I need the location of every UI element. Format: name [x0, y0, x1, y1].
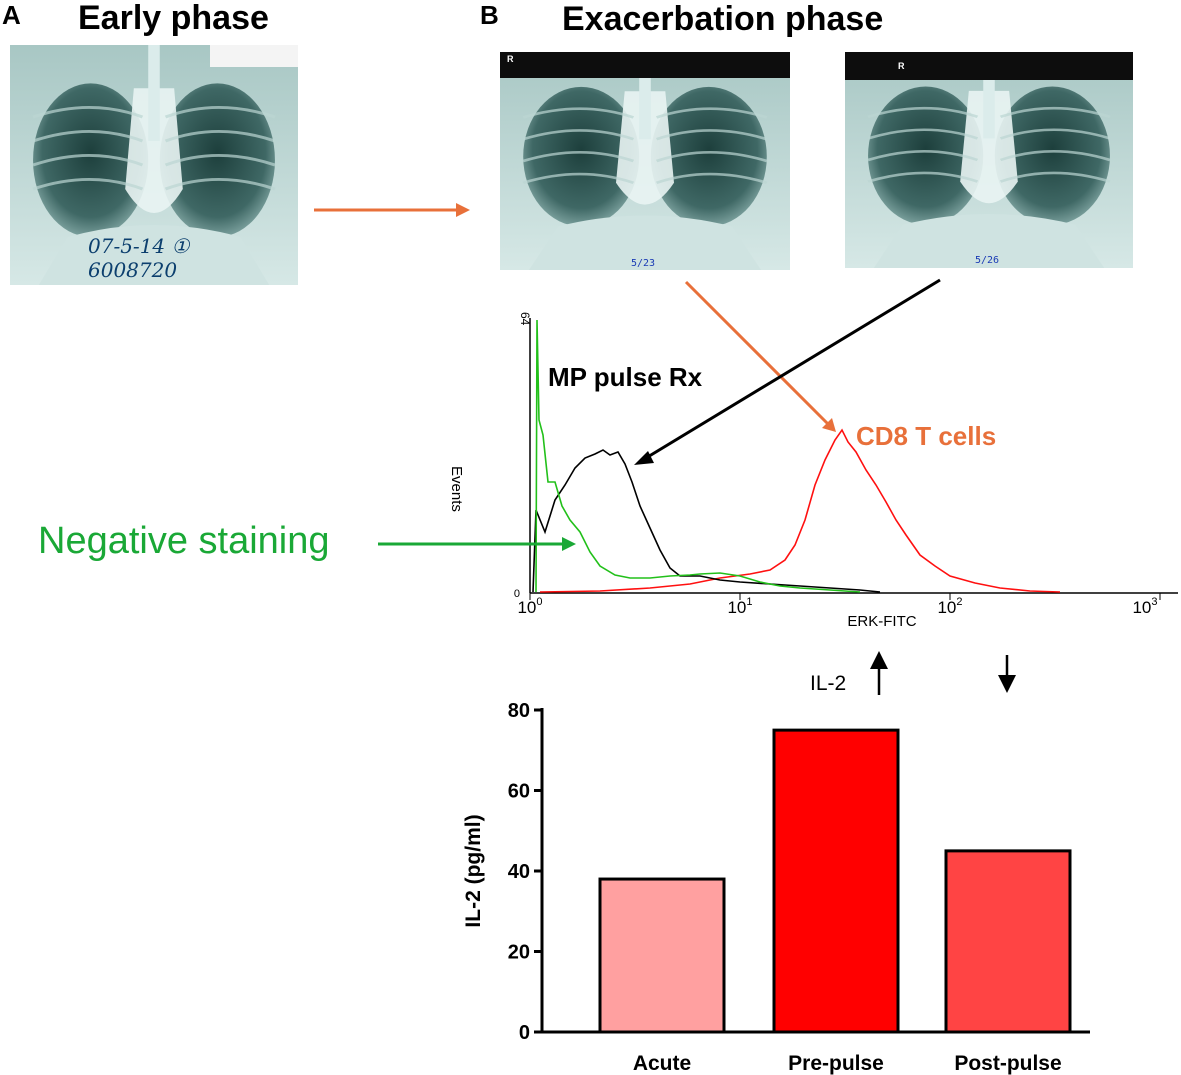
phase-transition-arrowhead-icon: [456, 203, 470, 217]
mp-pulse-arrowhead-icon: [634, 451, 654, 465]
mp-pulse-label: MP pulse Rx: [548, 362, 703, 392]
xray-1-top-band: [500, 52, 790, 78]
bar-label-post-pulse: Post-pulse: [954, 1052, 1061, 1075]
bar-post-pulse: [944, 849, 1072, 1034]
il2-bar-chart: 0 20 40 60 80 IL-2 (pg/ml) Acute Pre-pulse Post-…: [462, 700, 1090, 1075]
mp-pulse-annotation-arrow: [645, 278, 941, 460]
il2-indicator: IL-2: [810, 651, 1016, 695]
negative-staining-label: Negative staining: [38, 520, 330, 562]
xray-1-date: 5/23: [631, 258, 656, 269]
negative-staining-histogram-trace: [535, 319, 861, 593]
bar-chart-y-tick-label-2: 40: [508, 861, 530, 883]
xray-2-top-band: [845, 52, 1133, 80]
xray-handwritten-note: 07-5-14 ① 6008720: [88, 234, 189, 282]
flow-x-tick-label-0: 100: [517, 596, 542, 617]
flow-x-tick-label-3: 103: [1132, 596, 1157, 617]
flow-histogram: 64 0 Events 100 101 102 103 ERK-FITC MP …: [38, 278, 1178, 630]
xray-label-patch: [210, 45, 298, 67]
cd8-annotation-arrow: [684, 280, 830, 426]
cd8-t-cells-label: CD8 T cells: [856, 421, 996, 451]
flow-y-axis-label: Events: [448, 466, 465, 512]
bar-label-pre-pulse: Pre-pulse: [788, 1052, 884, 1075]
bar-chart-y-tick-label-0: 0: [519, 1022, 530, 1044]
negative-staining-arrowhead-icon: [562, 537, 576, 551]
flow-x-tick-label-2: 102: [937, 596, 962, 617]
cd8-arrowhead-icon: [822, 418, 836, 432]
flow-x-axis-label: ERK-FITC: [847, 613, 916, 630]
early-phase-title: Early phase: [78, 0, 269, 37]
xray-panel-layer: [10, 45, 1133, 285]
bar-acute: [598, 877, 726, 1034]
bar-label-acute: Acute: [633, 1052, 691, 1075]
flow-y-max-tick: 64: [518, 312, 532, 326]
exacerbation-phase-title: Exacerbation phase: [562, 0, 884, 38]
xray-note-line-2: 6008720: [88, 258, 178, 282]
bar-chart-y-tick-label-4: 80: [508, 700, 530, 722]
bar-chart-y-tick-label-3: 60: [508, 781, 530, 803]
xray-1-marker: R: [507, 54, 514, 64]
xray-note-line-1: 07-5-14 ①: [88, 234, 190, 258]
exacerbation-xray-1-image: [500, 52, 790, 270]
bar-chart-y-tick-label-1: 20: [508, 942, 530, 964]
panel-a-letter: A: [2, 0, 21, 30]
panel-b-letter: B: [480, 0, 499, 30]
bar-pre-pulse: [772, 728, 900, 1034]
xray-2-date: 5/26: [975, 255, 1000, 266]
il2-down-arrow-icon: [998, 675, 1016, 693]
bar-chart-plot: 0 20 40 60 80 IL-2 (pg/ml) Acute Pre-pulse Post-…: [462, 700, 1090, 1075]
xray-2-marker: R: [898, 61, 905, 71]
flow-x-tick-label-1: 101: [727, 596, 752, 617]
il2-indicator-label: IL-2: [810, 672, 846, 695]
flow-y-zero-tick: 0: [514, 588, 520, 600]
exacerbation-xray-2-image: [845, 52, 1133, 268]
mp-pulse-histogram-trace: [532, 449, 881, 593]
il2-up-arrow-icon: [870, 651, 888, 669]
bar-chart-y-axis-label: IL-2 (pg/ml): [462, 814, 485, 927]
cd8-histogram-trace: [539, 428, 1061, 593]
